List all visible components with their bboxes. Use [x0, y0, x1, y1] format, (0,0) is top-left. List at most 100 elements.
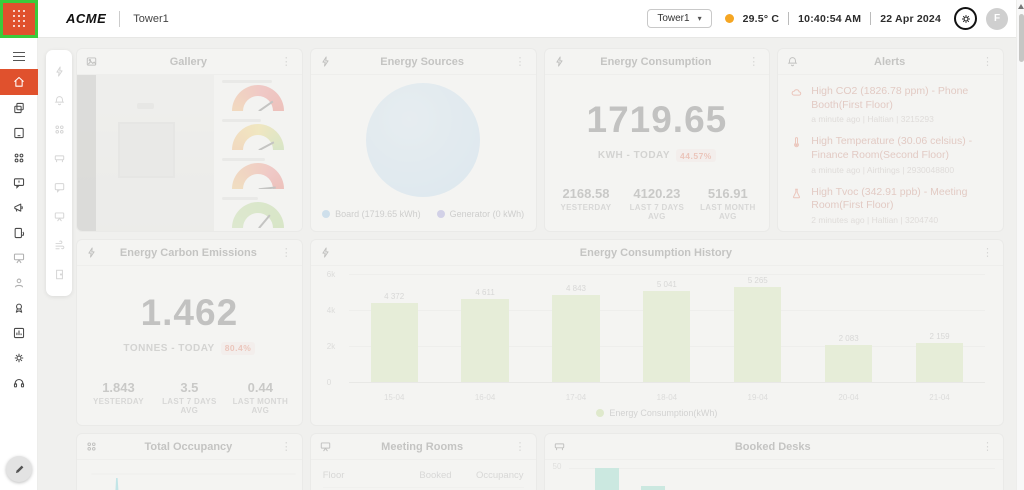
people-dots-icon — [54, 125, 64, 134]
card-menu-button[interactable]: ⋮ — [514, 441, 526, 453]
gauge-chart — [231, 124, 284, 150]
card-title: Total Occupancy — [144, 440, 233, 453]
bolt-icon — [319, 246, 332, 259]
bolt-icon — [55, 66, 63, 77]
sidebar-item-pages[interactable] — [0, 95, 38, 120]
bell-icon — [54, 96, 64, 106]
co2-cloud-icon — [790, 85, 803, 124]
sidebar-item-badges[interactable] — [0, 295, 38, 320]
card-menu-button[interactable]: ⋮ — [514, 56, 526, 68]
history-bar-chart: 6k 4k 2k 0 4 372 4 611 4 843 5 041 5 265 2 083 2 1… — [321, 268, 993, 390]
sidebar-item-support[interactable] — [0, 370, 38, 395]
desk-bar — [640, 486, 665, 490]
carbon-delta-badge: 80.4% — [220, 341, 256, 355]
scrollbar-thumb[interactable] — [1018, 14, 1024, 62]
sidebar — [0, 38, 38, 490]
hamburger-icon — [12, 51, 25, 62]
tower-select-value: Tower1 — [657, 13, 690, 24]
card-menu-button[interactable]: ⋮ — [748, 56, 760, 68]
flask-icon — [790, 186, 803, 225]
sidebar-item-people[interactable] — [0, 270, 38, 295]
booked-desks-bar-chart: 50 — [545, 460, 1004, 490]
toolbar-desks[interactable] — [46, 144, 72, 173]
gallery-photo[interactable] — [77, 75, 214, 231]
brand-logo: ACME — [66, 11, 107, 26]
toolbar-rooms[interactable] — [46, 260, 72, 289]
presentation-icon — [13, 253, 24, 263]
sidebar-menu-toggle[interactable] — [0, 44, 38, 69]
clock-label: 10:40:54 AM — [798, 12, 862, 25]
person-icon — [14, 278, 23, 287]
pencil-icon — [15, 465, 23, 473]
avatar[interactable]: F — [986, 7, 1008, 30]
card-menu-button[interactable]: ⋮ — [982, 441, 993, 453]
card-menu-button[interactable]: ⋮ — [982, 56, 993, 68]
sidebar-item-device-sync[interactable] — [0, 220, 38, 245]
card-title: Energy Sources — [380, 55, 464, 68]
alert-item[interactable]: High Tvoc (342.91 ppb) - Meeting Room(Fi… — [790, 186, 991, 225]
stat-7day-avg: 3.5 LAST 7 DAYS AVG — [162, 380, 217, 415]
date-label: 22 Apr 2024 — [880, 12, 941, 25]
card-meeting-rooms: Meeting Rooms ⋮ Floor Booked Occupancy B… — [309, 433, 537, 490]
card-menu-button[interactable]: ⋮ — [280, 247, 292, 259]
toolbar-air-quality[interactable] — [46, 231, 72, 260]
thermometer-icon — [790, 135, 803, 174]
chevron-down-icon: ▾ — [697, 14, 702, 23]
apps-grid-icon — [12, 9, 26, 28]
carbon-value: 1.462 — [140, 291, 239, 333]
toolbar-energy[interactable] — [46, 57, 72, 86]
card-menu-button[interactable]: ⋮ — [280, 441, 292, 453]
temperature-label: 29.5° C — [742, 12, 780, 25]
toolbar-alerts[interactable] — [46, 86, 72, 115]
card-menu-button[interactable]: ⋮ — [280, 56, 292, 68]
toolbar-meeting-rooms[interactable] — [46, 202, 72, 231]
sidebar-item-settings[interactable] — [0, 345, 38, 370]
main-content: Gallery ⋮ Energy Sou — [38, 38, 1024, 490]
megaphone-icon — [13, 203, 23, 212]
badge-icon — [15, 303, 22, 313]
sidebar-item-presentation[interactable] — [0, 245, 38, 270]
gauge-chart — [231, 202, 284, 228]
sidebar-item-devices[interactable] — [0, 120, 38, 145]
site-label: Tower1 — [133, 12, 169, 25]
alert-item[interactable]: High CO2 (1826.78 ppm) - Phone Booth(Fir… — [790, 85, 991, 124]
card-title: Gallery — [169, 55, 208, 68]
stat-month-avg: 516.91 LAST MONTH AVG — [700, 186, 756, 221]
bolt-icon — [553, 55, 566, 68]
card-energy-sources: Energy Sources ⋮ Board (1719.65 kWh) Gen… — [309, 48, 537, 232]
scroll-up-arrow[interactable] — [1018, 4, 1024, 9]
scrollbar[interactable] — [1016, 0, 1024, 490]
bolt-icon — [85, 246, 98, 259]
widget-toolbar — [46, 50, 72, 296]
tower-select[interactable]: Tower1 ▾ — [647, 9, 712, 28]
card-title: Booked Desks — [734, 440, 811, 453]
history-legend: Energy Consumption(kWh) — [321, 404, 993, 422]
consumption-delta-badge: 44.57% — [676, 149, 716, 162]
card-alerts: Alerts ⋮ High CO2 (1826.78 ppm) - Phone … — [777, 48, 1004, 232]
bolt-icon — [319, 55, 332, 68]
toolbar-feedback[interactable] — [46, 173, 72, 202]
presentation-icon — [319, 440, 332, 453]
app-launcher-button[interactable] — [0, 0, 38, 38]
edit-button[interactable] — [6, 456, 32, 482]
alert-item[interactable]: High Temperature (30.06 celsius) - Finan… — [790, 135, 991, 175]
sidebar-item-reports[interactable] — [0, 320, 38, 345]
legend-item: Board (1719.65 kWh) — [322, 209, 421, 219]
people-dots-icon — [85, 440, 98, 453]
card-carbon-emissions: Energy Carbon Emissions ⋮ 1.462 TONNES -… — [76, 239, 303, 426]
card-menu-button[interactable]: ⋮ — [982, 247, 993, 259]
history-bars: 4 372 4 611 4 843 5 041 5 265 2 083 2 159 — [349, 274, 985, 382]
stat-month-avg: 0.44 LAST MONTH AVG — [232, 380, 289, 415]
bar-chart-icon — [13, 327, 24, 338]
toolbar-occupancy[interactable] — [46, 115, 72, 144]
carbon-unit: TONNES - TODAY — [123, 342, 215, 354]
sidebar-item-occupancy[interactable] — [0, 145, 38, 170]
sidebar-item-feedback[interactable] — [0, 170, 38, 195]
settings-button[interactable] — [954, 7, 977, 30]
image-icon — [85, 55, 98, 68]
sidebar-item-announcements[interactable] — [0, 195, 38, 220]
sidebar-item-home[interactable] — [0, 69, 38, 95]
card-energy-consumption: Energy Consumption ⋮ 1719.65 KWH - TODAY… — [543, 48, 771, 232]
weather-sun-icon — [724, 14, 734, 23]
device-sync-icon — [14, 227, 24, 238]
